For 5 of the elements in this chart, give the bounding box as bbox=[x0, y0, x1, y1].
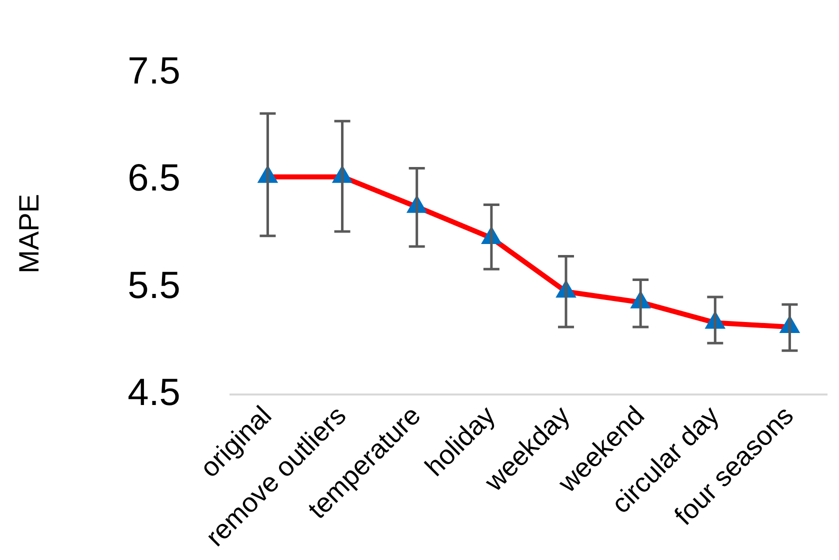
y-tick-label: 4.5 bbox=[128, 372, 180, 414]
y-tick-label: 5.5 bbox=[128, 264, 180, 307]
y-axis-title: MAPE bbox=[14, 194, 45, 274]
y-tick-label: 7.5 bbox=[128, 50, 180, 92]
y-tick-label: 6.5 bbox=[128, 158, 180, 200]
